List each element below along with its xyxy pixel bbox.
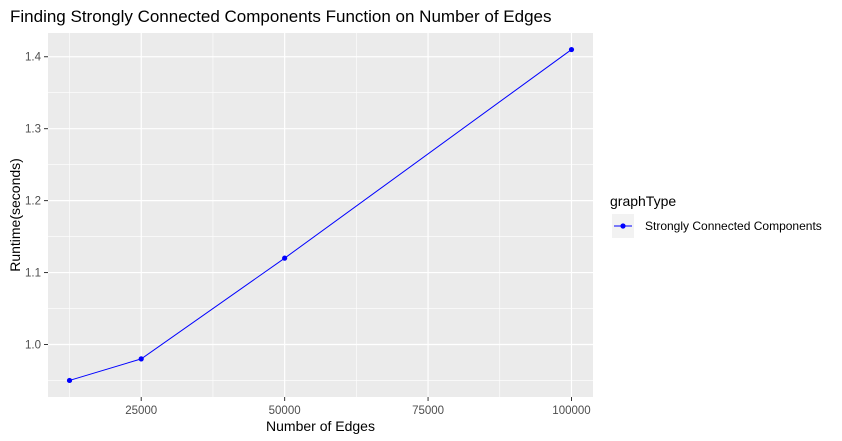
data-point — [138, 356, 144, 362]
x-tick-label: 100000 — [552, 405, 590, 417]
data-point — [66, 377, 73, 384]
y-tick-label: 1.0 — [25, 339, 41, 351]
data-point — [282, 255, 288, 261]
x-tick-label: 25000 — [125, 405, 157, 417]
series-line — [69, 49, 572, 381]
plot-panel — [48, 33, 593, 397]
x-axis-title: Number of Edges — [266, 418, 375, 434]
data-point — [568, 46, 575, 53]
y-axis-title: Runtime(seconds) — [7, 158, 23, 272]
minor-gridlines — [48, 33, 593, 397]
legend-key-point — [620, 223, 626, 229]
legend-label-strongly-connected-components: Strongly Connected Components — [645, 219, 822, 233]
x-tick-label: 50000 — [269, 405, 301, 417]
y-tick-label: 1.4 — [25, 52, 42, 64]
y-tick-label: 1.3 — [25, 124, 41, 136]
y-tick-label: 1.2 — [25, 196, 41, 208]
x-axis: 25000 50000 75000 100000 — [125, 397, 591, 417]
legend-title: graphType — [610, 193, 676, 209]
y-axis: 1.0 1.1 1.2 1.3 1.4 — [25, 52, 48, 351]
legend: graphType Strongly Connected Components — [610, 193, 822, 238]
y-tick-label: 1.1 — [25, 268, 41, 280]
chart-title: Finding Strongly Connected Components Fu… — [10, 7, 551, 26]
major-gridlines — [48, 33, 593, 397]
series-layer — [66, 46, 575, 384]
x-tick-label: 75000 — [412, 405, 444, 417]
